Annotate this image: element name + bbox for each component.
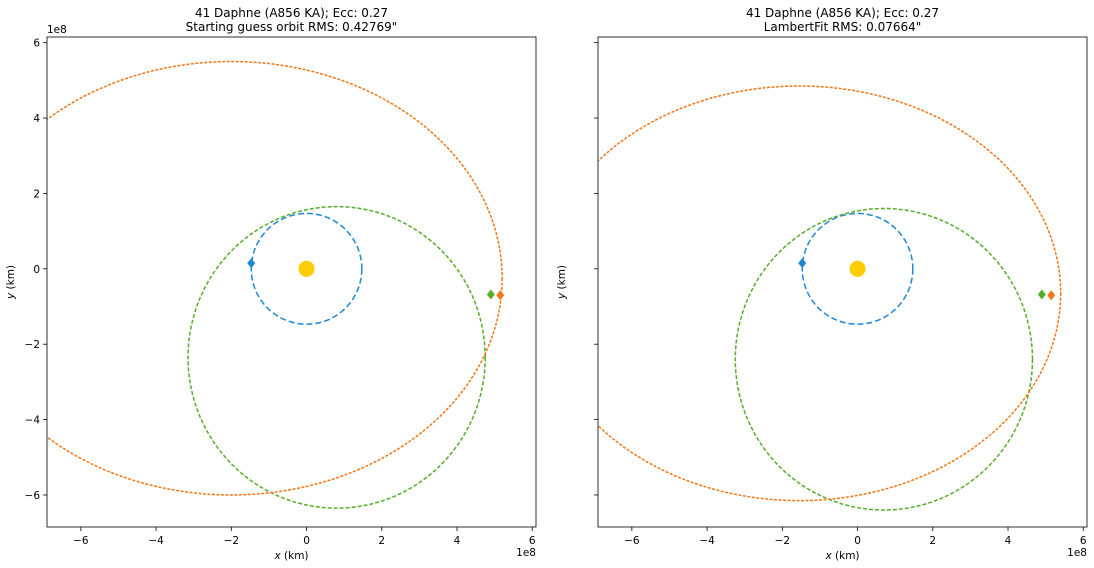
x-tick-label: 0 xyxy=(854,535,861,547)
y-axis-unit: (km) xyxy=(5,265,17,293)
y-offset-label: 1e8 xyxy=(47,24,67,36)
x-tick-label: 6 xyxy=(529,535,536,547)
x-axis-label: x (km) xyxy=(273,550,308,562)
x-tick-label: 0 xyxy=(303,535,310,547)
x-axis-var: x xyxy=(273,550,281,562)
orbit-1 xyxy=(801,212,914,325)
body-marker-1 xyxy=(798,258,807,269)
x-tick-label: −4 xyxy=(148,535,164,547)
y-axis-var: y xyxy=(556,292,568,300)
chart-title: 41 Daphne (A856 KA); Ecc: 0.27 xyxy=(746,6,939,20)
plot-area xyxy=(47,60,505,509)
axes-frame xyxy=(597,36,1088,528)
body-marker-2 xyxy=(486,289,495,300)
y-axis-label: y (km) xyxy=(5,265,17,300)
chart-title: 41 Daphne (A856 KA); Ecc: 0.27 xyxy=(195,6,388,20)
body-marker-3 xyxy=(496,290,505,301)
axes-frame xyxy=(46,36,537,528)
chart-subtitle: LambertFit RMS: 0.07664" xyxy=(764,20,922,34)
y-tick-label: 6 xyxy=(33,38,40,50)
y-tick-label: −6 xyxy=(25,490,41,502)
x-axis-unit: (km) xyxy=(832,550,860,562)
plot-area xyxy=(598,85,1062,511)
y-tick-label: −2 xyxy=(25,339,40,351)
x-tick-label: 6 xyxy=(1080,535,1087,547)
x-axis-var: x xyxy=(824,550,832,562)
x-tick-label: 2 xyxy=(378,535,385,547)
y-tick-label: 4 xyxy=(33,113,40,125)
orbit-1 xyxy=(250,212,363,325)
y-axis-unit: (km) xyxy=(556,265,568,293)
x-tick-label: −2 xyxy=(224,535,239,547)
x-tick-label: 2 xyxy=(929,535,936,547)
y-axis-var: y xyxy=(5,292,17,300)
x-axis-label: x (km) xyxy=(824,550,859,562)
orbit-3 xyxy=(47,60,503,496)
x-tick-label: 4 xyxy=(1005,535,1012,547)
x-tick-label: −4 xyxy=(699,535,715,547)
sun-marker xyxy=(298,260,315,277)
orbit-3 xyxy=(598,85,1062,502)
y-tick-label: −4 xyxy=(25,415,41,427)
body-marker-2 xyxy=(1037,289,1046,300)
sun-marker xyxy=(849,260,866,277)
chart-subtitle: Starting guess orbit RMS: 0.42769" xyxy=(186,20,398,34)
orbit-2 xyxy=(187,205,486,509)
x-axis-unit: (km) xyxy=(281,550,309,562)
x-offset-label: 1e8 xyxy=(516,547,536,559)
y-axis-label: y (km) xyxy=(556,265,568,300)
x-tick-label: −6 xyxy=(624,535,640,547)
x-offset-label: 1e8 xyxy=(1067,547,1087,559)
x-tick-label: −6 xyxy=(73,535,89,547)
x-tick-label: −2 xyxy=(775,535,790,547)
body-marker-1 xyxy=(247,258,256,269)
y-tick-label: 2 xyxy=(33,188,40,200)
x-tick-label: 4 xyxy=(454,535,461,547)
y-tick-label: 0 xyxy=(33,264,40,276)
body-marker-3 xyxy=(1047,290,1056,301)
orbit-2 xyxy=(734,207,1034,511)
